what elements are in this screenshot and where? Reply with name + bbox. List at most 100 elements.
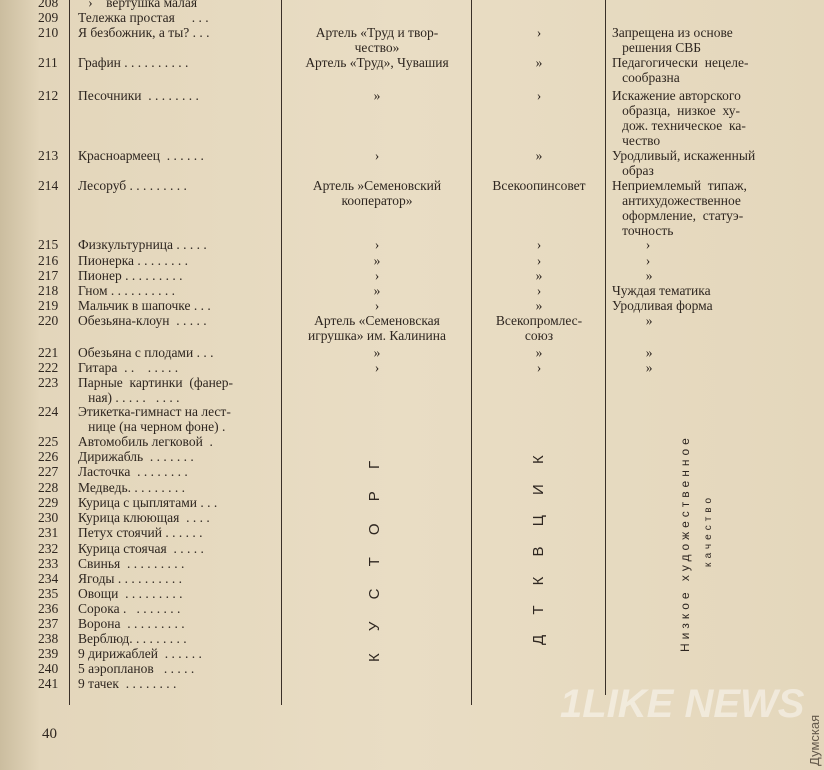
cell-num: 238 — [38, 631, 59, 646]
cell-num: 211 — [38, 55, 58, 70]
cell-num: 213 — [38, 148, 59, 163]
cell-maker: › — [374, 360, 380, 375]
cell-name: Петух стоячий . . . . . . — [78, 525, 203, 540]
cell-maker: Артель «Труд», Чувашия — [305, 55, 449, 70]
cell-num: 237 — [38, 616, 59, 631]
cell-num: 240 — [38, 661, 59, 676]
cell-org: › — [536, 237, 542, 252]
cell-org: › — [536, 360, 542, 375]
cell-num: 231 — [38, 525, 59, 540]
cell-reason: » — [612, 360, 653, 375]
cell-name: Медведь. . . . . . . . . — [78, 480, 186, 495]
cell-name: Ягоды . . . . . . . . . . — [78, 571, 183, 586]
cell-num: 236 — [38, 601, 59, 616]
cell-reason: Уродливая форма — [612, 298, 713, 313]
vertical-org-label: Д Т К В Ц И К — [530, 447, 547, 645]
cell-name: Гитара . . . . . . . — [78, 360, 179, 375]
cell-maker: Артель «Семеновская игрушка» им. Калинин… — [307, 313, 447, 343]
cell-name: Песочники . . . . . . . . — [78, 88, 199, 103]
cell-name: Физкультурница . . . . . — [78, 237, 207, 252]
cell-name: Курица с цыплятами . . . — [78, 495, 218, 510]
cell-reason: Запрещена из основе решения СВБ — [612, 25, 733, 55]
cell-num: 230 — [38, 510, 59, 525]
cell-name: Сорока . . . . . . . . — [78, 601, 181, 616]
cell-num: 214 — [38, 178, 59, 193]
cell-name: Парные картинки (фанер- ная) . . . . . .… — [78, 375, 234, 405]
cell-name: Графин . . . . . . . . . . — [78, 55, 189, 70]
cell-maker: › — [374, 148, 380, 163]
cell-name: Ворона . . . . . . . . . — [78, 616, 185, 631]
cell-name: Курица стоячая . . . . . — [78, 541, 204, 556]
cell-num: 241 — [38, 676, 59, 691]
cell-maker: » — [373, 88, 381, 103]
vertical-reason-label-2: качество — [703, 493, 714, 567]
cell-num: 222 — [38, 360, 59, 375]
cell-reason: Неприемлемый типаж, антихудожественное о… — [612, 178, 747, 238]
cell-org: Всекоопинсовет — [492, 178, 586, 193]
cell-num: 228 — [38, 480, 59, 495]
cell-name: Этикетка-гимнаст на лест- нице (на черно… — [78, 404, 231, 434]
cell-num: 209 — [38, 10, 59, 25]
page-number: 40 — [42, 726, 57, 742]
cell-org: » — [535, 298, 543, 313]
cell-org: › — [536, 88, 542, 103]
cell-name: Верблюд. . . . . . . . . — [78, 631, 187, 646]
cell-org: » — [535, 268, 543, 283]
cell-name: Пионерка . . . . . . . . — [78, 253, 189, 268]
cell-reason: › — [612, 253, 651, 268]
cell-num: 212 — [38, 88, 59, 103]
cell-name: Гном . . . . . . . . . . — [78, 283, 176, 298]
column-divider-number — [69, 0, 70, 705]
cell-num: 233 — [38, 556, 59, 571]
watermark-logo: 1LIKE NEWS — [560, 682, 805, 726]
cell-num: 229 — [38, 495, 59, 510]
cell-maker: › — [374, 298, 380, 313]
cell-name: 5 аэропланов . . . . . — [78, 661, 195, 676]
cell-org: › — [536, 25, 542, 40]
column-divider-org — [605, 0, 606, 695]
cell-name: Обезьяна-клоун . . . . . — [78, 313, 207, 328]
cell-num: 208 — [38, 0, 59, 10]
vertical-maker-label: К У С Т О Р Г — [366, 451, 383, 662]
cell-maker: Артель »Семеновский кооператор» — [312, 178, 442, 208]
cell-num: 239 — [38, 646, 59, 661]
cell-num: 220 — [38, 313, 59, 328]
cell-org: » — [535, 148, 543, 163]
cell-num: 226 — [38, 449, 59, 464]
vertical-reason-label-1: Низкое художественное — [678, 434, 692, 652]
cell-num: 225 — [38, 434, 59, 449]
cell-name: Я безбожник, а ты? . . . — [78, 25, 210, 40]
cell-maker: » — [373, 253, 381, 268]
cell-reason: Чуждая тематика — [612, 283, 711, 298]
cell-org: Всекопромлес- союз — [495, 313, 583, 343]
cell-num: 218 — [38, 283, 59, 298]
cell-name: Ласточка . . . . . . . . — [78, 464, 188, 479]
cell-num: 210 — [38, 25, 59, 40]
cell-name: Тележка простая . . . — [78, 10, 209, 25]
column-divider-name — [281, 0, 282, 705]
cell-name: Автомобиль легковой . — [78, 434, 213, 449]
cell-num: 216 — [38, 253, 59, 268]
cell-org: » — [535, 55, 543, 70]
cell-name: › вертушка малая — [78, 0, 198, 10]
cell-name: Мальчик в шапочке . . . — [78, 298, 211, 313]
cell-num: 234 — [38, 571, 59, 586]
cell-reason: Уродливый, искаженный образ — [612, 148, 756, 178]
cell-reason: » — [612, 345, 653, 360]
cell-org: » — [535, 345, 543, 360]
cell-reason: » — [612, 313, 653, 328]
cell-num: 217 — [38, 268, 59, 283]
cell-reason: › — [612, 237, 651, 252]
cell-maker: » — [373, 283, 381, 298]
cell-name: 9 дирижаблей . . . . . . — [78, 646, 202, 661]
cell-name: Красноармеец . . . . . . — [78, 148, 204, 163]
cell-name: Лесоруб . . . . . . . . . — [78, 178, 187, 193]
cell-name: Обезьяна с плодами . . . — [78, 345, 214, 360]
cell-reason: » — [612, 268, 653, 283]
cell-name: Овощи . . . . . . . . . — [78, 586, 183, 601]
column-divider-maker — [471, 0, 472, 705]
cell-org: › — [536, 253, 542, 268]
cell-name: Дирижабль . . . . . . . — [78, 449, 194, 464]
cell-maker: Артель «Труд и твор- чество» — [315, 25, 439, 55]
cell-num: 224 — [38, 404, 59, 419]
